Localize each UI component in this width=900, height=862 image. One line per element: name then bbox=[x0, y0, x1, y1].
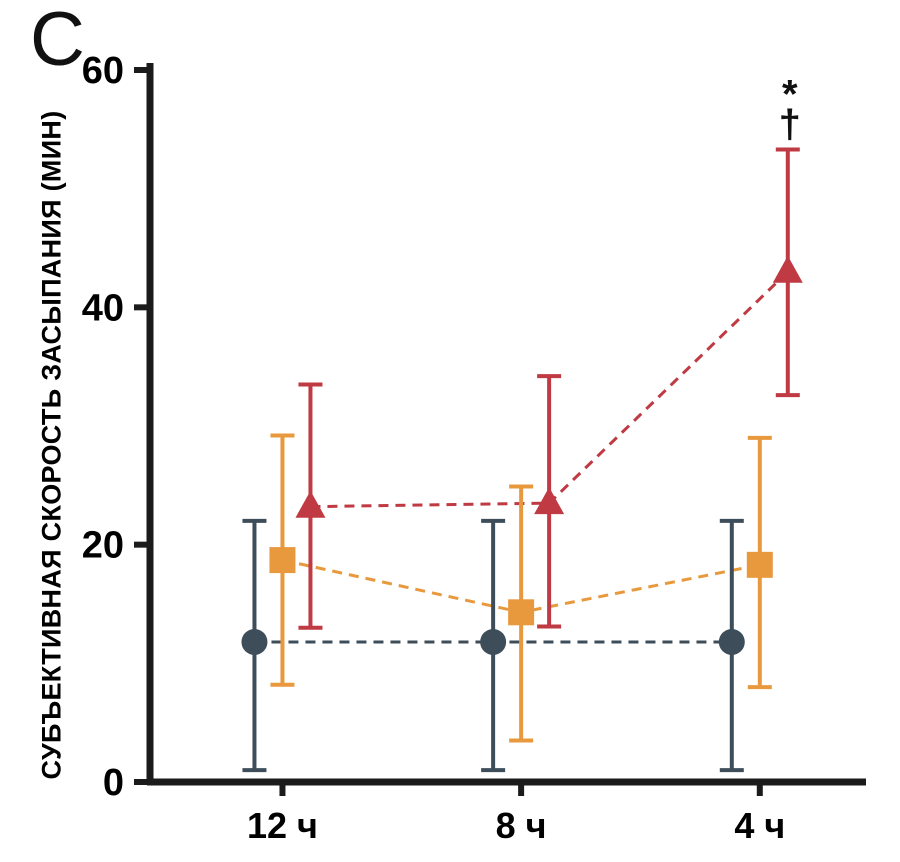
marker-square bbox=[508, 599, 535, 626]
marker-circle bbox=[718, 628, 745, 655]
y-tick-label: 60 bbox=[82, 50, 124, 92]
marker-circle bbox=[241, 628, 268, 655]
y-tick-label: 40 bbox=[82, 287, 124, 329]
x-tick-label: 12 ч bbox=[247, 805, 318, 846]
panel-label: C bbox=[30, 0, 85, 82]
marker-triangle bbox=[295, 490, 326, 518]
x-tick-label: 4 ч bbox=[734, 805, 785, 846]
x-tick-label: 8 ч bbox=[496, 805, 547, 846]
marker-triangle bbox=[534, 487, 565, 515]
marker-triangle bbox=[772, 255, 803, 283]
significance-mark-1: * bbox=[782, 73, 798, 117]
marker-circle bbox=[480, 628, 507, 655]
marker-square bbox=[269, 547, 296, 574]
y-tick-label: 20 bbox=[82, 525, 124, 567]
significance-mark-2: † bbox=[779, 103, 801, 147]
y-tick-label: 0 bbox=[103, 762, 124, 804]
marker-square bbox=[746, 551, 773, 578]
